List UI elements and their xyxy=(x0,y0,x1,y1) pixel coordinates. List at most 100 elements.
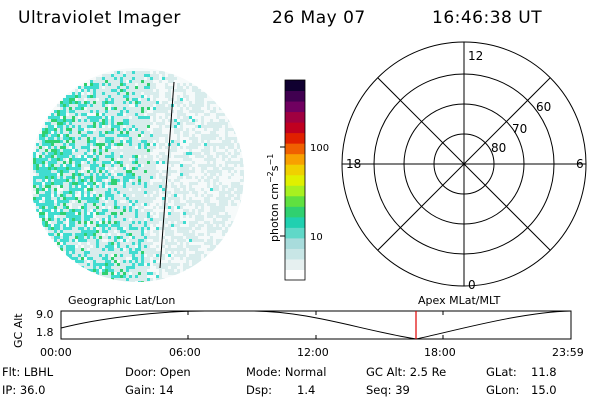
disc-pixel xyxy=(105,245,108,248)
disc-pixel xyxy=(72,92,75,95)
disc-pixel xyxy=(42,185,45,188)
disc-pixel xyxy=(81,140,84,143)
disc-pixel xyxy=(108,161,111,164)
disc-pixel xyxy=(117,185,120,188)
disc-pixel xyxy=(66,122,69,125)
disc-pixel xyxy=(201,92,204,95)
disc-pixel xyxy=(117,116,120,119)
disc-pixel xyxy=(171,146,174,149)
disc-pixel xyxy=(201,209,204,212)
disc-pixel xyxy=(69,149,72,152)
disc-pixel xyxy=(150,140,153,143)
disc-pixel xyxy=(141,83,144,86)
disc-pixel xyxy=(228,161,231,164)
disc-pixel xyxy=(57,143,60,146)
disc-pixel xyxy=(72,239,75,242)
disc-pixel xyxy=(81,104,84,107)
disc-pixel xyxy=(210,248,213,251)
disc-pixel xyxy=(78,143,81,146)
disc-pixel xyxy=(162,152,165,155)
disc-pixel xyxy=(219,200,222,203)
disc-pixel xyxy=(45,152,48,155)
disc-pixel xyxy=(174,200,177,203)
disc-pixel xyxy=(186,200,189,203)
disc-pixel xyxy=(75,158,78,161)
disc-pixel xyxy=(156,233,159,236)
disc-pixels xyxy=(33,71,244,282)
lat-label-80: 80 xyxy=(491,141,506,155)
disc-pixel xyxy=(171,182,174,185)
disc-pixel xyxy=(51,197,54,200)
disc-pixel xyxy=(63,245,66,248)
disc-pixel xyxy=(177,98,180,101)
disc-pixel xyxy=(222,233,225,236)
disc-pixel xyxy=(192,161,195,164)
disc-pixel xyxy=(114,182,117,185)
disc-pixel xyxy=(117,206,120,209)
disc-pixel xyxy=(147,119,150,122)
disc-pixel xyxy=(60,146,63,149)
disc-pixel xyxy=(165,86,168,89)
disc-pixel xyxy=(117,104,120,107)
disc-pixel xyxy=(87,149,90,152)
colorbar-cell xyxy=(285,269,305,281)
disc-pixel xyxy=(51,230,54,233)
disc-pixel xyxy=(111,74,114,77)
disc-pixel xyxy=(183,194,186,197)
disc-pixel xyxy=(129,251,132,254)
disc-pixel xyxy=(105,161,108,164)
disc-pixel xyxy=(150,185,153,188)
disc-pixel xyxy=(147,95,150,98)
disc-pixel xyxy=(87,230,90,233)
disc-pixel xyxy=(138,71,141,74)
disc-pixel xyxy=(171,110,174,113)
disc-pixel xyxy=(105,242,108,245)
disc-pixel xyxy=(96,131,99,134)
disc-pixel xyxy=(54,239,57,242)
disc-pixel xyxy=(93,266,96,269)
disc-pixel xyxy=(192,107,195,110)
disc-pixel xyxy=(93,230,96,233)
disc-pixel xyxy=(129,152,132,155)
disc-pixel xyxy=(69,134,72,137)
disc-pixel xyxy=(90,254,93,257)
disc-pixel xyxy=(99,89,102,92)
colorbar-cell xyxy=(285,248,305,260)
disc-pixel xyxy=(120,161,123,164)
disc-pixel xyxy=(63,218,66,221)
disc-pixel xyxy=(234,131,237,134)
disc-pixel xyxy=(99,260,102,263)
disc-pixel xyxy=(195,155,198,158)
disc-pixel xyxy=(42,134,45,137)
disc-pixel xyxy=(144,257,147,260)
disc-pixel xyxy=(84,212,87,215)
disc-pixel xyxy=(147,113,150,116)
disc-pixel xyxy=(120,92,123,95)
disc-pixel xyxy=(117,224,120,227)
disc-pixel xyxy=(105,83,108,86)
disc-pixel xyxy=(78,104,81,107)
disc-pixel xyxy=(96,194,99,197)
disc-pixel xyxy=(108,218,111,221)
disc-pixel xyxy=(177,179,180,182)
disc-pixel xyxy=(114,227,117,230)
disc-pixel xyxy=(162,77,165,80)
disc-pixel xyxy=(129,254,132,257)
disc-pixel xyxy=(186,155,189,158)
disc-pixel xyxy=(207,137,210,140)
disc-pixel xyxy=(51,167,54,170)
disc-pixel xyxy=(141,89,144,92)
disc-pixel xyxy=(57,122,60,125)
disc-pixel xyxy=(75,218,78,221)
disc-pixel xyxy=(141,278,144,281)
disc-pixel xyxy=(69,170,72,173)
disc-pixel xyxy=(126,266,129,269)
disc-pixel xyxy=(204,158,207,161)
disc-pixel xyxy=(48,116,51,119)
disc-pixel xyxy=(84,206,87,209)
disc-pixel xyxy=(114,215,117,218)
disc-pixel xyxy=(129,98,132,101)
disc-pixel xyxy=(204,167,207,170)
disc-pixel xyxy=(108,197,111,200)
disc-pixel xyxy=(240,149,243,152)
